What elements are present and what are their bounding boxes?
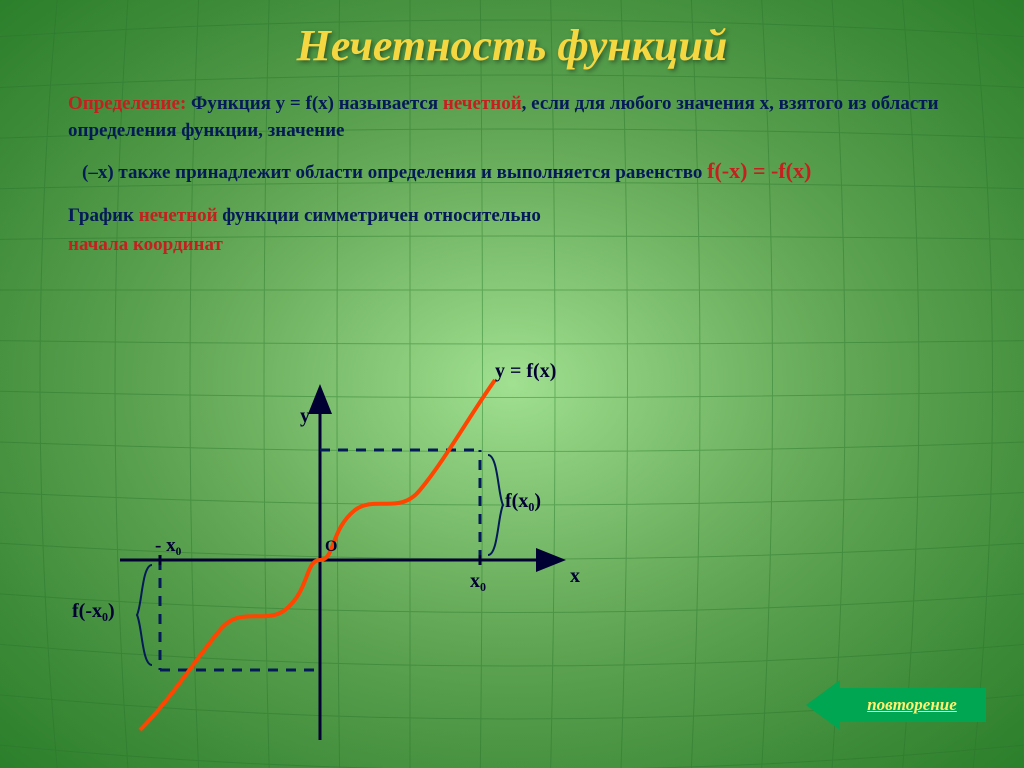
slide-content: Нечетность функций Определение: Функция … <box>0 0 1024 768</box>
definition-label: Определение: <box>68 93 186 114</box>
equation-paragraph: (–x) также принадлежит области определен… <box>50 158 974 184</box>
brace-fx0 <box>488 455 503 555</box>
arrow-body: повторение <box>838 688 986 722</box>
label-fx0: f(x₀) <box>505 490 541 513</box>
equation-prefix: (–x) также принадлежит области определен… <box>82 162 707 183</box>
equation-formula: f(-x) = -f(x) <box>707 158 811 183</box>
graph-note-odd: нечетной <box>139 205 218 226</box>
brace-fnegx0 <box>137 565 152 665</box>
graph-area: y x O y = f(x) x₀ - x₀ f(x₀) f(-x₀) <box>100 360 620 760</box>
repeat-button-label: повторение <box>867 695 957 715</box>
definition-text-1: Функция y = f(x) называется <box>186 93 443 114</box>
graph-note-2: функции симметричен относительно <box>218 205 541 226</box>
function-curve <box>140 380 495 730</box>
graph-note-origin: начала координат <box>68 234 223 255</box>
definition-odd: нечетной <box>443 93 522 114</box>
label-y-axis: y <box>300 405 310 428</box>
definition-paragraph: Определение: Функция y = f(x) называется… <box>50 91 974 144</box>
label-func: y = f(x) <box>495 360 556 383</box>
arrow-head-icon <box>806 680 840 730</box>
label-negx0: - x₀ <box>155 535 181 557</box>
label-fnegx0: f(-x₀) <box>72 600 115 623</box>
graph-svg <box>100 360 620 760</box>
label-origin: O <box>325 538 337 556</box>
repeat-button[interactable]: повторение <box>806 680 986 730</box>
graph-note-1: График <box>68 205 139 226</box>
label-x0: x₀ <box>470 570 486 593</box>
graph-note: График нечетной функции симметричен отно… <box>50 202 974 259</box>
slide-title: Нечетность функций <box>50 20 974 71</box>
label-x-axis: x <box>570 565 580 588</box>
